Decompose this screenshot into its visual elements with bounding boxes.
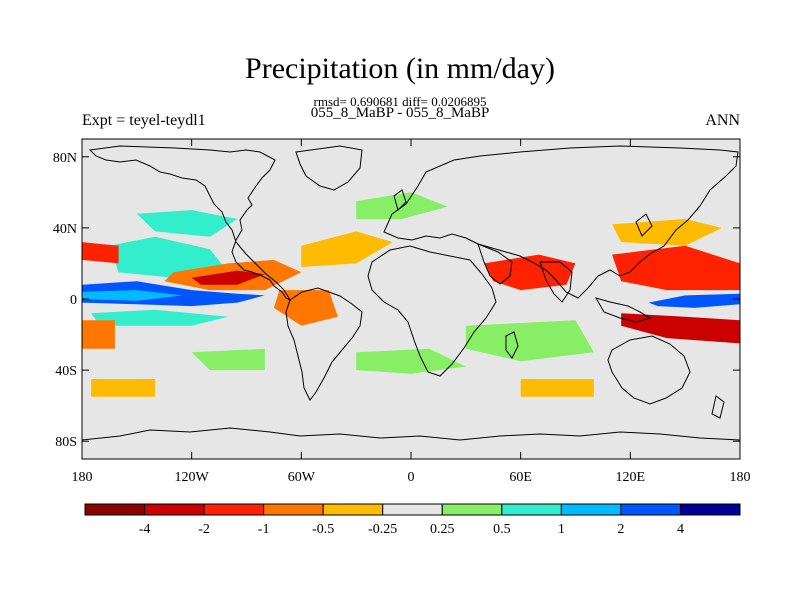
- coastline-layer: [82, 145, 740, 441]
- coastline-japan: [635, 213, 653, 237]
- anomaly-indian-ocean-dry-south: [520, 379, 594, 397]
- anomaly-west-pacific-dry-south: [82, 320, 115, 349]
- x-tick-label: 60E: [509, 470, 532, 485]
- anomaly-maritime-continent-wet: [648, 293, 740, 308]
- coastline-south-america: [285, 287, 363, 401]
- x-tick-label: 120E: [616, 470, 646, 485]
- anomaly-arabian-sea-dry: [484, 254, 576, 291]
- coastline-madagascar: [505, 331, 519, 359]
- colorbar-swatch: [263, 503, 324, 516]
- colorbar-label: -0.5: [312, 522, 334, 537]
- coastline-maritime: [594, 297, 652, 323]
- x-tick-label: 180: [730, 470, 751, 485]
- coastline-new-zealand: [711, 395, 725, 419]
- coastline-greenland: [295, 145, 363, 191]
- coastline-arabia: [477, 243, 513, 285]
- x-tick-label: 120W: [175, 470, 210, 485]
- x-axis: 180 120W 60W 0 60E 120E 180: [72, 139, 751, 485]
- anomaly-north-pacific-midlat-wet: [136, 210, 238, 237]
- y-tick-label: 80N: [53, 151, 77, 166]
- colorbar-swatch: [144, 503, 205, 516]
- experiment-label: Expt = teyel-teydl1: [82, 112, 206, 129]
- y-tick-label: 40N: [53, 222, 77, 237]
- colorbar-label: 0.25: [430, 522, 455, 537]
- colorbar-label: -1: [258, 522, 270, 537]
- y-tick-label: 80S: [55, 435, 77, 450]
- colorbar-swatch: [560, 503, 622, 516]
- anomaly-south-indian-wet: [465, 320, 594, 362]
- colorbar-label: 2: [617, 522, 624, 537]
- anomaly-southern-ocean-wet-2: [356, 348, 466, 374]
- x-tick-label: 60W: [288, 470, 316, 485]
- colorbar-swatch: [501, 503, 562, 516]
- colorbar-label: 0.5: [493, 522, 511, 537]
- colorbar-label: -2: [198, 522, 210, 537]
- coastline-uk: [393, 189, 407, 211]
- colorbar-swatch: [322, 503, 384, 516]
- coastline-north-america: [88, 145, 292, 302]
- colorbar-swatch: [441, 503, 503, 516]
- coastline-antarctica: [82, 427, 740, 441]
- colorbar-label: 1: [558, 522, 565, 537]
- anomaly-pacific-north-wet: [109, 236, 229, 278]
- colorbar-swatch: [203, 503, 265, 516]
- chart-stats: rmsd= 0.690681 diff= 0.0206895: [313, 94, 487, 109]
- anomaly-east-asia-dry: [612, 219, 722, 246]
- anomaly-layer: [82, 192, 740, 397]
- anomaly-south-pacific-dry: [91, 379, 156, 397]
- colorbar-swatch: [679, 503, 741, 516]
- coastline-australia: [607, 335, 691, 405]
- season-label: ANN: [705, 112, 740, 129]
- colorbar-label: -4: [139, 522, 151, 537]
- anomaly-north-pacific-dry-core: [191, 270, 265, 285]
- anomaly-west-pacific-dry-southband: [621, 313, 740, 344]
- y-tick-label: 0: [70, 293, 77, 308]
- x-tick-label: 180: [72, 470, 93, 485]
- anomaly-west-pacific-dry-west: [82, 242, 119, 264]
- chart-title: Precipitation (in mm/day): [245, 52, 555, 85]
- colorbar-label: 4: [677, 522, 684, 537]
- colorbar: -4 -2 -1 -0.5 -0.25 0.25 0.5 1 2 4: [84, 503, 741, 537]
- coastline-africa: [367, 245, 497, 377]
- colorbar-swatch: [620, 503, 681, 516]
- chart-subtitle: 055_8_MaBP - 055_8_MaBP: [310, 105, 490, 121]
- anomaly-central-pacific-wet-core: [82, 290, 183, 301]
- colorbar-swatch: [382, 503, 443, 516]
- anomaly-pacific-south-wet: [91, 309, 229, 326]
- x-tick-label: 0: [408, 470, 415, 485]
- anomaly-north-atlantic-dry: [301, 231, 393, 267]
- anomaly-southern-ocean-wet-1: [191, 348, 265, 371]
- y-axis: 80N 40N 0 40S 80S: [53, 151, 740, 450]
- anomaly-west-pacific-dry-north: [612, 245, 740, 291]
- colorbar-swatch: [84, 503, 146, 516]
- y-tick-label: 40S: [55, 364, 77, 379]
- coastline-india: [539, 261, 573, 303]
- colorbar-label: -0.25: [368, 522, 397, 537]
